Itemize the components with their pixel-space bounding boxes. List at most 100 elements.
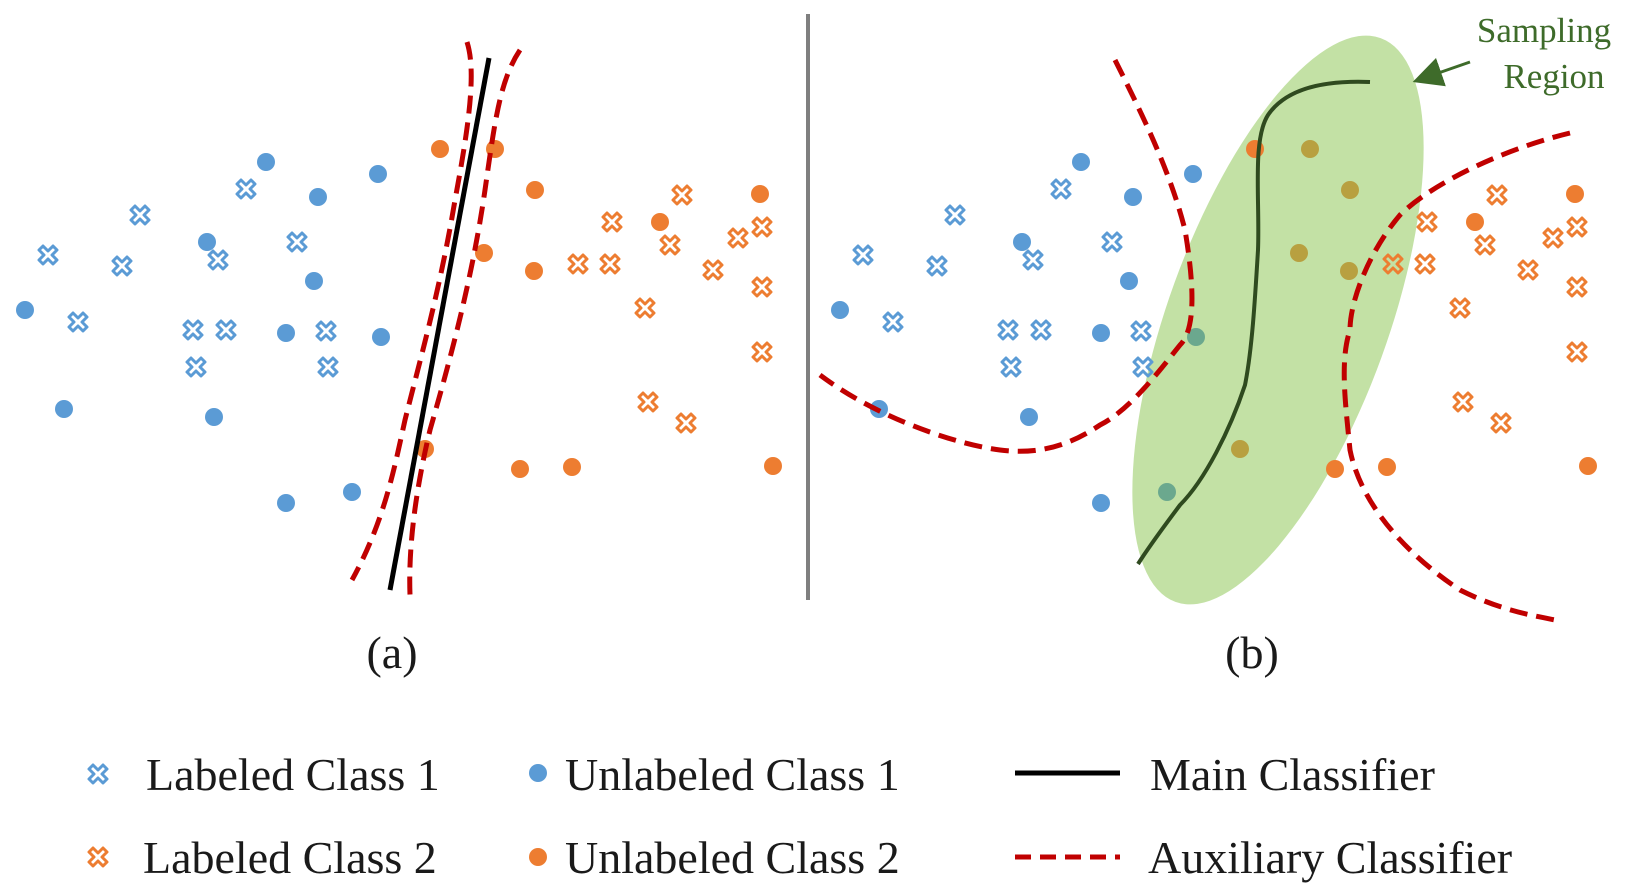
caption-a: (a) [366, 627, 417, 678]
labeled-point [1566, 276, 1588, 298]
labeled-point [1050, 178, 1072, 200]
labeled-point [882, 311, 904, 333]
labeled-point [317, 356, 339, 378]
labeled-point [1132, 356, 1154, 378]
labeled-point [1452, 391, 1474, 413]
annotation-arrow [1412, 57, 1471, 87]
labeled-point [67, 311, 89, 333]
labeled-point [207, 249, 229, 271]
unlabeled-point [1231, 440, 1249, 458]
labeled-point [659, 234, 681, 256]
labeled-point [129, 204, 151, 226]
unlabeled-point [511, 460, 529, 478]
unlabeled-point [431, 140, 449, 158]
unlabeled-point [1290, 244, 1308, 262]
unlabeled-point [1184, 165, 1202, 183]
labeled-point [1566, 216, 1588, 238]
panel-b [818, 35, 1597, 623]
unlabeled-point [1020, 408, 1038, 426]
labeled-point [727, 227, 749, 249]
labeled-point [751, 341, 773, 363]
aux-classifier-b-right [1341, 130, 1571, 623]
main-classifier-b [1136, 79, 1371, 566]
labeled-point [944, 204, 966, 226]
unlabeled-point [764, 457, 782, 475]
dot-icon [529, 764, 547, 782]
labeled-point [599, 253, 621, 275]
labeled-point [601, 211, 623, 233]
unlabeled-point [205, 408, 223, 426]
labeled-point [1030, 319, 1052, 341]
labeled-point [1022, 249, 1044, 271]
legend-unlabeled-class-1: Unlabeled Class 1 [565, 749, 900, 800]
unlabeled-point [1158, 483, 1176, 501]
unlabeled-point [55, 400, 73, 418]
labeled-point [1449, 297, 1471, 319]
labeled-point [1416, 211, 1438, 233]
labeled-point [702, 259, 724, 281]
legend: Labeled Class 1 Unlabeled Class 1 Main C… [87, 749, 1512, 883]
unlabeled-point [1301, 140, 1319, 158]
annotation-sampling: Sampling [1477, 11, 1611, 50]
labeled-point [1566, 341, 1588, 363]
labeled-point [1517, 259, 1539, 281]
unlabeled-point [1187, 328, 1205, 346]
labeled-point [637, 391, 659, 413]
unlabeled-point [1341, 181, 1359, 199]
labeled-point [997, 319, 1019, 341]
unlabeled-point [651, 213, 669, 231]
unlabeled-point [475, 244, 493, 262]
unlabeled-point [751, 185, 769, 203]
labeled-point [1130, 320, 1152, 342]
unlabeled-point [198, 233, 216, 251]
labeled-point [675, 412, 697, 434]
labeled-point [634, 297, 656, 319]
cross-icon [87, 763, 109, 785]
unlabeled-point [563, 458, 581, 476]
aux-classifier-a-right [407, 48, 523, 596]
unlabeled-point [1378, 458, 1396, 476]
labeled-point [1101, 231, 1123, 253]
labeled-point [1414, 253, 1436, 275]
legend-labeled-class-2: Labeled Class 2 [143, 832, 437, 883]
labeled-point [926, 255, 948, 277]
unlabeled-point [369, 165, 387, 183]
labeled-point [751, 216, 773, 238]
unlabeled-point [372, 328, 390, 346]
unlabeled-point [1120, 272, 1138, 290]
panel-a [16, 41, 782, 596]
legend-labeled-class-1: Labeled Class 1 [146, 749, 440, 800]
labeled-point [315, 320, 337, 342]
unlabeled-point [1326, 460, 1344, 478]
dot-icon [529, 848, 547, 866]
labeled-point [37, 244, 59, 266]
unlabeled-point [526, 181, 544, 199]
labeled-point [235, 178, 257, 200]
annotation-region: Region [1503, 57, 1604, 96]
legend-unlabeled-class-2: Unlabeled Class 2 [565, 832, 900, 883]
unlabeled-point [1566, 185, 1584, 203]
unlabeled-point [1124, 188, 1142, 206]
labeled-point [111, 255, 133, 277]
labeled-point [1474, 234, 1496, 256]
caption-b: (b) [1225, 627, 1279, 678]
labeled-point [185, 356, 207, 378]
labeled-point [1486, 184, 1508, 206]
legend-auxiliary-classifier: Auxiliary Classifier [1148, 832, 1512, 883]
unlabeled-point [309, 188, 327, 206]
unlabeled-point [16, 301, 34, 319]
labeled-point [1382, 253, 1404, 275]
sampling-region [1132, 35, 1424, 605]
labeled-point [671, 184, 693, 206]
main-classifier-a [387, 57, 492, 591]
unlabeled-point [277, 324, 295, 342]
unlabeled-point [343, 483, 361, 501]
unlabeled-point [1579, 457, 1597, 475]
unlabeled-point [831, 301, 849, 319]
labeled-point [1490, 412, 1512, 434]
labeled-point [1000, 356, 1022, 378]
labeled-point [1542, 227, 1564, 249]
unlabeled-point [305, 272, 323, 290]
labeled-point [215, 319, 237, 341]
